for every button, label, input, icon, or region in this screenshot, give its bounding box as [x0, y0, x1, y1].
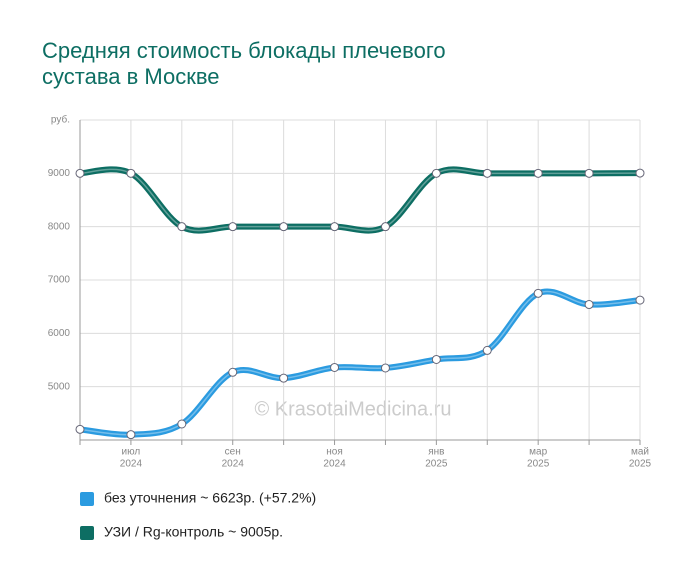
- point: [635, 295, 645, 305]
- point: [533, 168, 543, 178]
- y-tick-label: 7000: [48, 275, 71, 286]
- legend-label: без уточнения ~ 6623р. (+57.2%): [104, 490, 316, 506]
- point: [380, 222, 390, 232]
- point: [177, 419, 187, 429]
- point: [431, 354, 441, 364]
- legend-swatch: [80, 526, 94, 540]
- point: [75, 424, 85, 434]
- point: [533, 288, 543, 298]
- x-tick-label: янв: [428, 447, 444, 458]
- point: [482, 168, 492, 178]
- point: [635, 168, 645, 178]
- x-tick-label: 2025: [527, 459, 550, 470]
- point: [126, 168, 136, 178]
- y-tick-label: 9000: [48, 168, 71, 179]
- watermark: © KrasotaiMedicina.ru: [254, 398, 451, 420]
- legend-label: УЗИ / Rg-контроль ~ 9005р.: [104, 524, 283, 540]
- point: [380, 363, 390, 373]
- point: [330, 362, 340, 372]
- point: [584, 300, 594, 310]
- x-tick-label: 2024: [323, 459, 346, 470]
- x-tick-label: июл: [122, 447, 141, 458]
- chart-title: Средняя стоимость блокады плечевого: [42, 38, 446, 63]
- x-tick-label: 2025: [629, 459, 652, 470]
- point: [279, 222, 289, 232]
- series-line-highlight: [79, 168, 641, 232]
- chart-title: сустава в Москве: [42, 64, 220, 89]
- point: [584, 168, 594, 178]
- y-tick-label: 5000: [48, 381, 71, 392]
- point: [177, 222, 187, 232]
- y-tick-label: 8000: [48, 221, 71, 232]
- x-tick-label: ноя: [326, 447, 343, 458]
- series-line: [79, 166, 641, 234]
- point: [330, 222, 340, 232]
- point: [126, 430, 136, 440]
- x-tick-label: мар: [529, 447, 547, 458]
- x-tick-label: 2024: [120, 459, 143, 470]
- point: [482, 345, 492, 355]
- x-tick-label: 2025: [425, 459, 448, 470]
- point: [228, 222, 238, 232]
- x-tick-label: 2024: [222, 459, 245, 470]
- point: [228, 367, 238, 377]
- point: [431, 168, 441, 178]
- x-tick-label: май: [631, 447, 649, 458]
- y-tick-label: руб.: [51, 114, 70, 126]
- x-tick-label: сен: [225, 447, 241, 458]
- point: [279, 373, 289, 383]
- y-tick-label: 6000: [48, 328, 71, 339]
- legend-swatch: [80, 492, 94, 506]
- point: [75, 168, 85, 178]
